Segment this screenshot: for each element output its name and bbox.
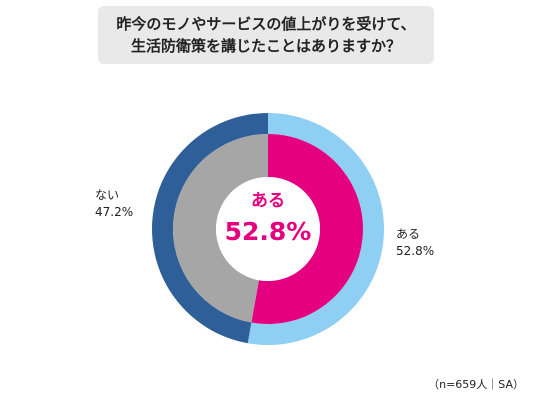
chart-title-line-1: 昨今のモノやサービスの値上がりを受けて、 xyxy=(116,15,416,33)
label-no-name: ない xyxy=(95,188,120,202)
sample-footnote: （n=659人｜SA） xyxy=(428,378,524,391)
outer-segment-no xyxy=(151,113,268,344)
label-no: ない 47.2% xyxy=(95,187,133,221)
center-category-label: ある xyxy=(251,191,285,211)
label-yes-value: 52.8% xyxy=(396,244,435,258)
inner-segment-no xyxy=(173,134,268,323)
label-yes-name: ある xyxy=(396,227,421,241)
outer-segment-yes xyxy=(247,113,384,345)
chart-title-line-2: 生活防衛策を講じたことはありますか？ xyxy=(130,37,401,55)
outer-ring xyxy=(151,113,384,345)
center-hole xyxy=(216,177,320,281)
label-no-value: 47.2% xyxy=(95,205,134,219)
label-yes: ある 52.8% xyxy=(396,226,434,260)
inner-ring xyxy=(173,134,364,324)
center-value-label: 52.8% xyxy=(225,217,312,246)
inner-segment-yes xyxy=(251,134,364,324)
chart-title: 昨今のモノやサービスの値上がりを受けて、 生活防衛策を講じたことはありますか？ xyxy=(98,6,434,64)
